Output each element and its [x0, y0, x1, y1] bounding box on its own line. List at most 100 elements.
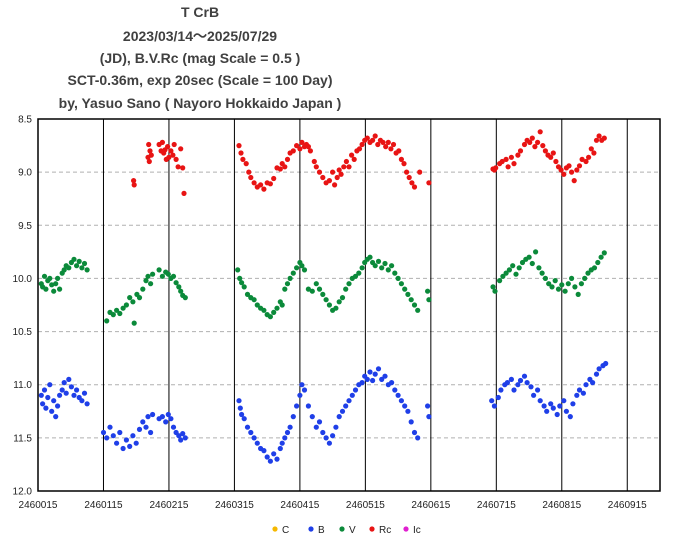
data-point-rc: [417, 169, 423, 175]
data-point-b: [241, 416, 247, 422]
data-point-v: [114, 307, 120, 313]
data-point-rc: [548, 154, 554, 160]
data-point-v: [71, 256, 77, 262]
data-point-b: [309, 414, 315, 420]
data-point-b: [290, 414, 296, 420]
data-point-v: [251, 297, 257, 303]
data-point-rc: [527, 139, 533, 145]
data-point-v: [415, 307, 421, 313]
data-point-rc: [351, 156, 357, 162]
chart-subtitle-observer: by, Yasuo Sano ( Nayoro Hokkaido Japan ): [58, 95, 342, 111]
data-point-v: [241, 284, 247, 290]
data-point-b: [61, 380, 67, 386]
data-point-b: [349, 392, 355, 398]
y-tick-label: 12.0: [13, 487, 33, 498]
data-point-v: [320, 291, 326, 297]
data-point-b: [567, 414, 573, 420]
data-point-b: [389, 380, 395, 386]
data-point-b: [563, 408, 570, 414]
data-point-v: [578, 281, 585, 287]
data-point-b: [367, 369, 373, 375]
data-point-rc: [583, 158, 589, 165]
data-point-rc: [517, 148, 524, 154]
data-point-v: [284, 281, 291, 287]
data-point-v: [598, 254, 604, 260]
data-point-v: [176, 284, 182, 290]
data-point-v: [572, 284, 578, 290]
data-point-b: [504, 380, 510, 386]
data-point-b: [570, 401, 576, 407]
data-point-v: [585, 270, 591, 276]
data-point-v: [375, 258, 382, 264]
legend-item-c: C: [272, 525, 289, 536]
data-point-b: [544, 408, 550, 414]
legend-marker: [272, 526, 278, 532]
data-point-rc: [171, 141, 177, 148]
data-point-rc: [346, 164, 352, 170]
data-point-b: [297, 392, 303, 398]
data-point-rc: [316, 169, 323, 175]
data-point-b: [301, 387, 308, 393]
data-point-b: [489, 398, 495, 404]
data-point-b: [411, 429, 418, 436]
data-point-rc: [593, 137, 600, 143]
data-point-v: [182, 295, 188, 301]
data-point-b: [508, 376, 514, 382]
data-point-v: [287, 275, 293, 281]
data-point-rc: [261, 186, 267, 192]
data-point-v: [549, 284, 555, 290]
data-point-b: [178, 437, 184, 443]
legend-label: B: [318, 525, 325, 536]
data-point-b: [524, 380, 530, 386]
data-point-rc: [601, 135, 607, 141]
data-point-b: [336, 414, 342, 420]
data-point-rc: [579, 156, 585, 162]
data-point-v: [352, 273, 359, 279]
data-point-v: [411, 302, 418, 308]
data-point-v: [513, 271, 519, 277]
data-point-rc: [305, 144, 311, 150]
data-point-rc: [571, 178, 577, 184]
data-point-v: [271, 309, 277, 315]
data-point-rc: [326, 178, 332, 184]
data-point-rc: [277, 166, 283, 172]
data-point-b: [264, 454, 270, 460]
data-point-b: [330, 433, 336, 439]
legend-label: Ic: [413, 525, 421, 536]
data-point-b: [244, 424, 251, 430]
data-point-b: [81, 390, 88, 396]
data-point-rc: [411, 184, 418, 190]
data-point-v: [408, 297, 414, 303]
x-tick-label: 2460315: [215, 500, 254, 511]
data-point-v: [539, 270, 545, 276]
data-point-rc: [320, 174, 326, 181]
y-tick-label: 8.5: [18, 115, 32, 126]
data-point-b: [239, 411, 245, 418]
data-point-v: [165, 271, 171, 277]
data-point-v: [591, 265, 598, 271]
data-point-b: [110, 433, 116, 439]
data-point-v: [140, 286, 146, 292]
data-point-rc: [550, 150, 556, 156]
data-point-rc: [297, 146, 303, 152]
data-point-b: [498, 387, 504, 393]
data-point-v: [235, 267, 241, 273]
legend-item-b: B: [308, 525, 325, 536]
data-point-v: [569, 275, 575, 281]
data-point-b: [133, 440, 139, 446]
data-point-rc: [404, 169, 410, 175]
data-point-rc: [349, 152, 355, 158]
data-point-rc: [493, 165, 499, 171]
data-point-v: [402, 286, 408, 292]
data-point-rc: [576, 163, 583, 169]
data-point-b: [104, 435, 110, 441]
data-point-b: [130, 433, 136, 439]
data-point-v: [239, 280, 245, 286]
data-point-rc: [332, 182, 338, 188]
data-point-v: [244, 291, 251, 297]
data-point-b: [382, 373, 388, 379]
data-point-v: [173, 280, 179, 286]
data-point-b: [531, 392, 537, 398]
data-point-rc: [409, 180, 415, 186]
